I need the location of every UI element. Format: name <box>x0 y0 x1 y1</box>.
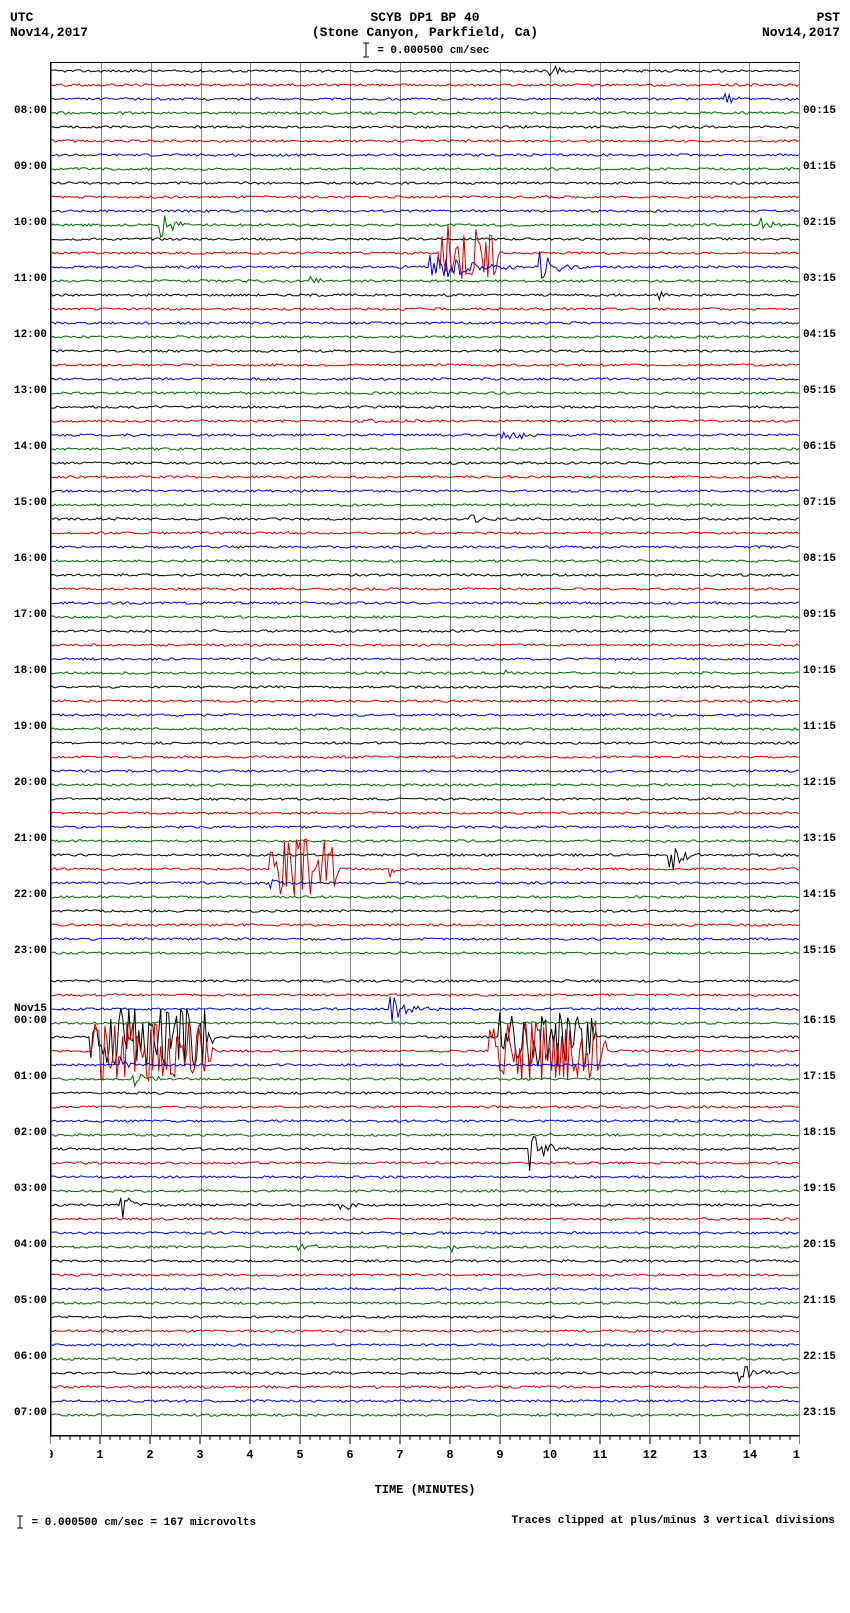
x-axis-label: TIME (MINUTES) <box>10 1483 840 1497</box>
footer-right: Traces clipped at plus/minus 3 vertical … <box>512 1515 835 1529</box>
tz-right: PST <box>750 10 840 25</box>
footer-left: = 0.000500 cm/sec = 167 microvolts <box>15 1515 256 1529</box>
helicorder-plot: 08:0000:1509:0001:1510:0002:1511:0003:15… <box>50 62 800 1436</box>
title-1: SCYB DP1 BP 40 <box>100 10 750 25</box>
tz-left: UTC <box>10 10 100 25</box>
